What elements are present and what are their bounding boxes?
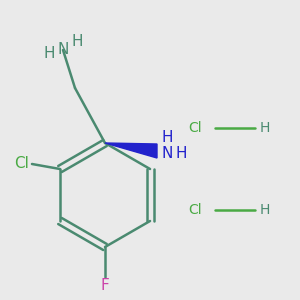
Text: H: H [175,146,187,161]
Text: H: H [71,34,83,50]
Text: Cl: Cl [188,121,202,135]
Text: Cl: Cl [188,203,202,217]
Text: N: N [161,146,173,161]
Text: N: N [57,43,69,58]
Text: H: H [161,130,173,145]
Text: H: H [260,203,270,217]
Polygon shape [105,143,157,158]
Text: Cl: Cl [14,157,29,172]
Text: H: H [43,46,55,61]
Text: F: F [100,278,109,292]
Text: H: H [260,121,270,135]
